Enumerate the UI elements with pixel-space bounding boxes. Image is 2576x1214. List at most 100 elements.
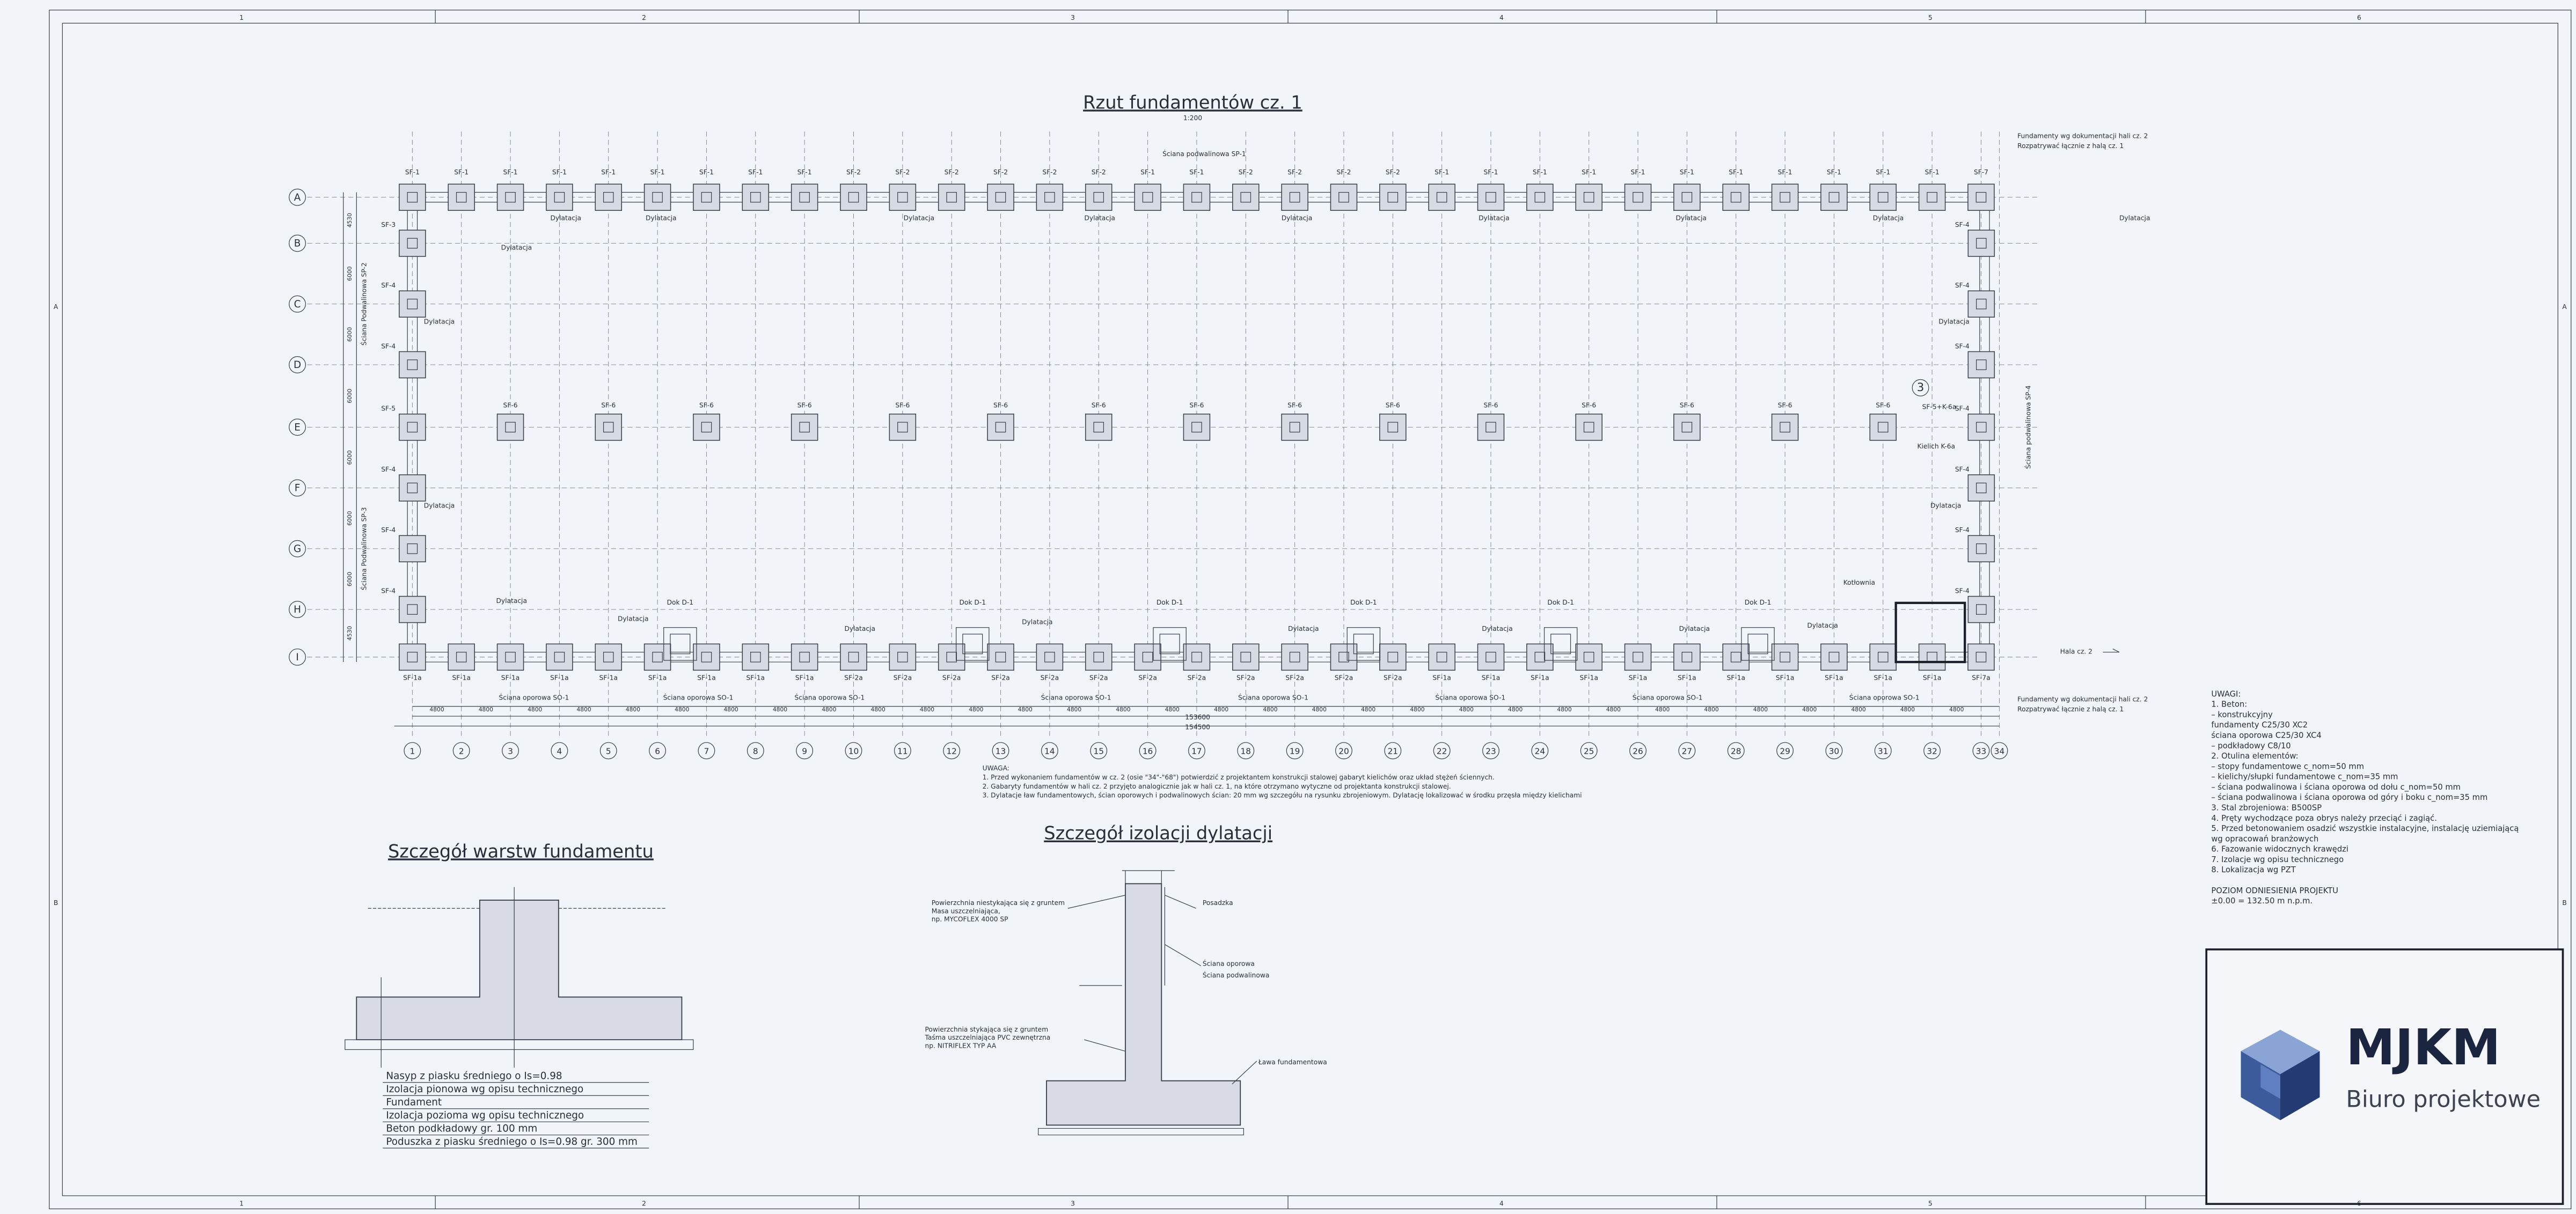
footing xyxy=(448,183,475,211)
dimension: 4800 xyxy=(1606,706,1621,713)
footing-label: SF-2a xyxy=(1188,674,1206,682)
footing-socket xyxy=(554,192,565,203)
dock xyxy=(1741,627,1775,661)
axis-bubble xyxy=(1482,742,1499,760)
column-axis-label: 23 xyxy=(1485,746,1496,756)
row-axis-label: F xyxy=(295,483,301,494)
footing-label: SF-2a xyxy=(1089,674,1108,682)
footing-label: SF-6 xyxy=(1483,402,1498,409)
footing-label: SF-1a xyxy=(1482,674,1501,682)
footing xyxy=(399,474,426,502)
general-note: 1. Beton: xyxy=(2211,700,2247,709)
dilatation-label: Dylatacja xyxy=(1679,625,1710,632)
footing-socket xyxy=(1093,192,1104,203)
footing-socket xyxy=(1583,422,1594,433)
footing-socket xyxy=(897,192,908,203)
footing xyxy=(448,643,475,671)
general-note: 7. Izolacje wg opisu technicznego xyxy=(2211,855,2344,864)
dimension: 4800 xyxy=(1508,706,1523,713)
wall-label: Ściana Podwalinowa SP-2 xyxy=(360,262,368,345)
dimension: 6000 xyxy=(346,266,353,281)
footing-socket xyxy=(1976,298,1987,310)
footing-socket xyxy=(505,652,516,663)
row-axis-label: E xyxy=(294,422,301,433)
footing-label: SF-1 xyxy=(1827,168,1841,176)
footing-socket xyxy=(1877,652,1889,663)
wall-label: Ściana podwalinowa SP-4 xyxy=(2024,385,2032,469)
dilatation-label: Dylatacja xyxy=(1288,625,1319,632)
footing-label: SF-1 xyxy=(1631,168,1645,176)
footing xyxy=(399,183,426,211)
general-note: – konstrukcyjny xyxy=(2211,710,2273,719)
footing xyxy=(399,535,426,563)
footing-socket xyxy=(505,422,516,433)
footing xyxy=(1967,595,1995,623)
dimension: 6000 xyxy=(346,511,353,525)
hall-note: Fundamenty wg dokumentacji hali cz. 2 xyxy=(2017,696,2148,703)
footing-socket xyxy=(1975,652,1987,663)
footing-label: SF-4 xyxy=(381,282,396,289)
dimension: 4800 xyxy=(626,706,640,713)
row-axis-label: H xyxy=(294,604,301,615)
footing-label: SF-2a xyxy=(942,674,961,682)
footing-socket xyxy=(407,482,418,494)
axis-bubble xyxy=(599,742,617,760)
footing-socket xyxy=(1583,652,1594,663)
footing-socket xyxy=(1436,192,1447,203)
dock xyxy=(670,634,691,654)
dimension: 153600 xyxy=(1185,713,1210,721)
footing-socket xyxy=(701,422,712,433)
column-axis-label: 8 xyxy=(753,746,758,756)
footing-socket xyxy=(1633,652,1643,663)
footing xyxy=(1232,643,1260,671)
footing-socket xyxy=(1877,192,1889,203)
axis-bubble xyxy=(1433,742,1451,760)
axis-bubble xyxy=(1776,742,1794,760)
axis-bubble xyxy=(289,540,306,557)
footing xyxy=(546,643,573,671)
axis-bubble xyxy=(289,188,306,206)
dock xyxy=(1550,634,1571,654)
row-axis-label: G xyxy=(294,543,301,555)
footing-label: SF-6 xyxy=(1386,402,1400,409)
dilatation-label: Dylatacja xyxy=(1873,215,1904,222)
footing-label: SF-4 xyxy=(381,526,396,534)
footing xyxy=(938,183,965,211)
footing xyxy=(1624,643,1652,671)
footing xyxy=(791,643,818,671)
footing xyxy=(987,414,1014,441)
footing-socket xyxy=(1681,652,1693,663)
footing-label: SF-2a xyxy=(844,674,863,682)
note-line: 3. Dylatacje ław fundamentowych, ścian o… xyxy=(983,792,1582,799)
footing xyxy=(399,595,426,623)
dimension: 4800 xyxy=(723,706,738,713)
footing xyxy=(1036,643,1064,671)
footing xyxy=(889,643,917,671)
column-axis-label: 14 xyxy=(1044,746,1055,756)
footing-label: SF-1a xyxy=(1531,674,1549,682)
axis-bubble xyxy=(1384,742,1402,760)
detail-title: Szczegół warstw fundamentu xyxy=(388,841,654,862)
plan-scale: 1:200 xyxy=(1183,114,1202,122)
footing-socket xyxy=(407,238,418,249)
sheet-row-marker: A xyxy=(54,303,58,311)
footing-socket xyxy=(1681,422,1693,433)
footing-label: SF-1 xyxy=(1680,168,1694,176)
footing-label: SF-1 xyxy=(748,168,763,176)
dimension: 4800 xyxy=(1312,706,1327,713)
column-axis-label: 4 xyxy=(557,746,562,756)
footing-socket xyxy=(1044,192,1055,203)
footing-label: SF-1a xyxy=(550,674,569,682)
footing xyxy=(1477,643,1505,671)
footing-socket xyxy=(603,652,614,663)
hall-note: Rozpatrywać łącznie z halą cz. 1 xyxy=(2017,705,2124,713)
footing-label: SF-1 xyxy=(601,168,616,176)
footing xyxy=(1918,183,1946,211)
footing xyxy=(595,643,623,671)
column-axis-label: 21 xyxy=(1388,746,1398,756)
axis-bubble xyxy=(1923,742,1941,760)
dilatation-label: Dylatacja xyxy=(1482,625,1512,632)
footing xyxy=(987,183,1014,211)
general-note: 8. Lokalizacja wg PZT xyxy=(2211,865,2296,874)
footing-label: SF-3 xyxy=(381,221,396,229)
